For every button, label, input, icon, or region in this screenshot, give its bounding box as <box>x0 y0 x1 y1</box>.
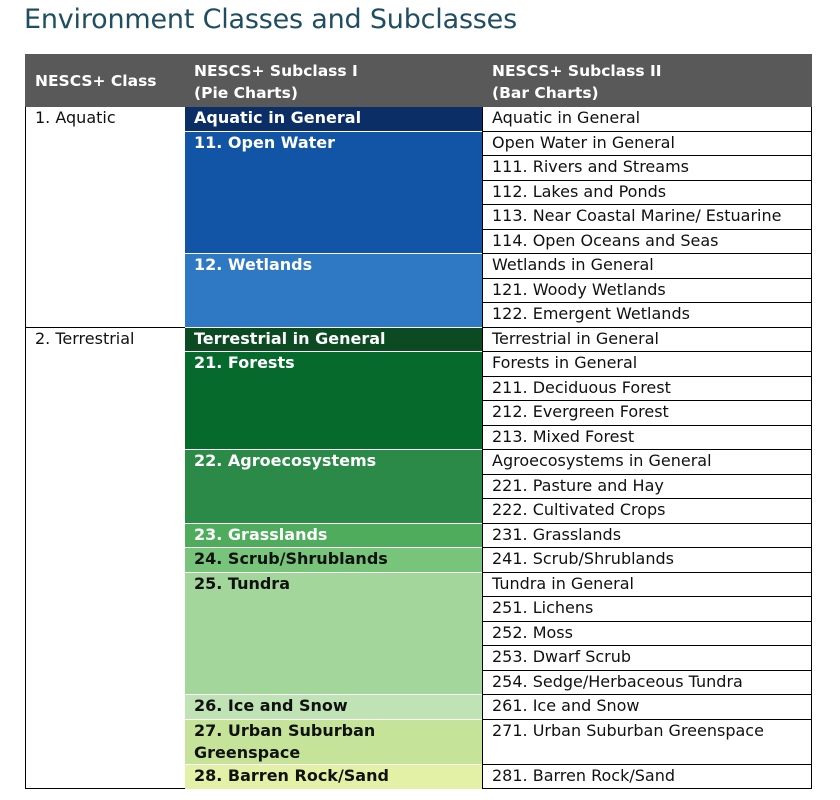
class-cell-aquatic: 1. Aquatic <box>25 106 185 328</box>
subclass1-cell: 28. Barren Rock/Sand <box>184 763 483 789</box>
subclass2-cell: 222. Cultivated Crops <box>482 498 812 524</box>
table-row: 253. Dwarf Scrub <box>26 645 812 671</box>
table-row: 24. Scrub/Shrublands 241. Scrub/Shrublan… <box>26 547 812 573</box>
subclass1-cell: 11. Open Water <box>184 130 483 254</box>
table-row: 26. Ice and Snow 261. Ice and Snow <box>26 694 812 720</box>
subclass2-cell: 114. Open Oceans and Seas <box>482 228 812 254</box>
subclass2-cell: 251. Lichens <box>482 596 812 622</box>
subclass1-cell: 26. Ice and Snow <box>184 694 483 719</box>
subclass2-cell: 261. Ice and Snow <box>482 694 812 720</box>
header-subclass-1: NESCS+ Subclass I (Pie Charts) <box>184 54 483 107</box>
table-row: 114. Open Oceans and Seas <box>26 228 812 254</box>
subclass2-cell: Tundra in General <box>482 571 812 597</box>
table-row: 121. Woody Wetlands <box>26 277 812 303</box>
table-row: 254. Sedge/Herbaceous Tundra <box>26 669 812 695</box>
subclass2-cell: 241. Scrub/Shrublands <box>482 547 812 573</box>
subclass2-cell: 211. Deciduous Forest <box>482 375 812 401</box>
header-subclass-2-note: (Bar Charts) <box>492 84 599 102</box>
subclass1-cell: 22. Agroecosystems <box>184 449 483 523</box>
table-row: 222. Cultivated Crops <box>26 498 812 524</box>
subclass2-cell: 113. Near Coastal Marine/ Estuarine <box>482 204 812 230</box>
subclass1-cell: Aquatic in General <box>184 106 483 131</box>
header-subclass-2-title: NESCS+ Subclass II <box>492 62 662 80</box>
subclass1-cell: 27. Urban Suburban Greenspace <box>184 718 483 764</box>
subclass2-cell: Forests in General <box>482 351 812 377</box>
subclass2-cell: Agroecosystems in General <box>482 449 812 475</box>
subclass2-cell: 253. Dwarf Scrub <box>482 645 812 671</box>
subclass2-cell: Wetlands in General <box>482 253 812 279</box>
subclass2-cell: 112. Lakes and Ponds <box>482 179 812 205</box>
subclass2-cell: 212. Evergreen Forest <box>482 400 812 426</box>
table-row: 2. Terrestrial Terrestrial in General Te… <box>25 326 812 789</box>
table-row: 25. Tundra Tundra in General <box>26 571 812 695</box>
table-row: 112. Lakes and Ponds <box>26 179 812 205</box>
subclass2-cell: 221. Pasture and Hay <box>482 473 812 499</box>
subclass2-cell: 111. Rivers and Streams <box>482 155 812 181</box>
header-subclass-1-title: NESCS+ Subclass I <box>194 62 358 80</box>
table-row: 113. Near Coastal Marine/ Estuarine <box>26 204 812 230</box>
header-row: NESCS+ Class NESCS+ Subclass I (Pie Char… <box>25 54 812 107</box>
subclass1-cell: 23. Grasslands <box>184 522 483 548</box>
subclass1-cell: 21. Forests <box>184 351 483 450</box>
header-subclass-1-note: (Pie Charts) <box>194 84 298 102</box>
subclass2-cell: 281. Barren Rock/Sand <box>482 763 812 789</box>
subclass2-cell: 271. Urban Suburban Greenspace <box>482 718 812 765</box>
table-row: 28. Barren Rock/Sand 281. Barren Rock/Sa… <box>26 763 812 789</box>
page-title: Environment Classes and Subclasses <box>24 4 517 35</box>
subclass2-cell: 254. Sedge/Herbaceous Tundra <box>482 669 812 695</box>
subclass2-cell: 231. Grasslands <box>482 522 812 548</box>
table-row: 1. Aquatic Aquatic in General Aquatic in… <box>25 106 812 328</box>
subclass2-cell: 121. Woody Wetlands <box>482 277 812 303</box>
subclass1-cell: 24. Scrub/Shrublands <box>184 547 483 572</box>
environment-classes-table: NESCS+ Class NESCS+ Subclass I (Pie Char… <box>25 54 812 789</box>
header-nescs-class: NESCS+ Class <box>25 54 185 107</box>
header-subclass-2: NESCS+ Subclass II (Bar Charts) <box>482 54 812 107</box>
subclass2-cell: 122. Emergent Wetlands <box>482 302 812 328</box>
table-row: 212. Evergreen Forest <box>26 400 812 426</box>
table-row: 22. Agroecosystems Agroecosystems in Gen… <box>26 449 812 523</box>
subclass1-cell: Terrestrial in General <box>184 326 483 352</box>
table-row: 251. Lichens <box>26 596 812 622</box>
table-row: 21. Forests Forests in General <box>26 351 812 450</box>
table-row: 11. Open Water Open Water in General <box>26 130 812 254</box>
table-row: 27. Urban Suburban Greenspace 271. Urban… <box>26 718 812 765</box>
table-row: 12. Wetlands Wetlands in General <box>26 253 812 327</box>
class-cell-terrestrial: 2. Terrestrial <box>25 326 185 789</box>
subclass2-cell: 213. Mixed Forest <box>482 424 812 450</box>
subclass2-cell: 252. Moss <box>482 620 812 646</box>
subclass2-cell: Terrestrial in General <box>482 326 812 352</box>
subclass1-cell: 25. Tundra <box>184 571 483 695</box>
subclass1-cell: 12. Wetlands <box>184 253 483 327</box>
subclass2-cell: Open Water in General <box>482 130 812 156</box>
table-row: 211. Deciduous Forest <box>26 375 812 401</box>
subclass2-cell: Aquatic in General <box>482 106 812 132</box>
table-row: 111. Rivers and Streams <box>26 155 812 181</box>
